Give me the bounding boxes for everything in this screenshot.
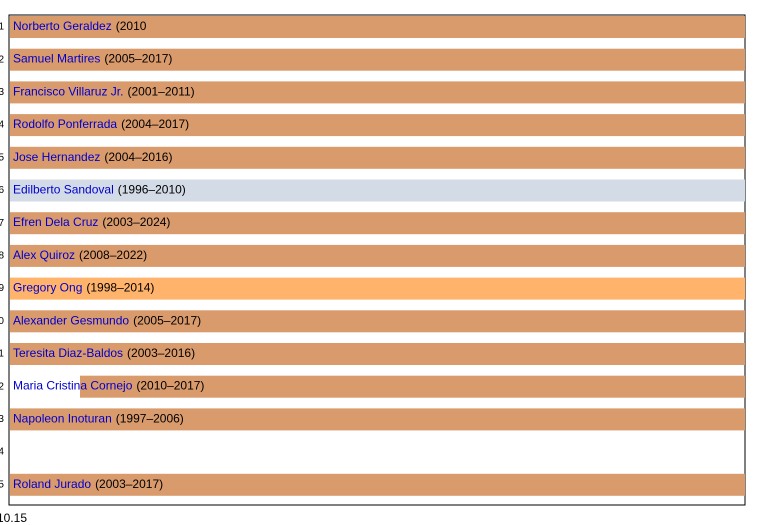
row-number: 8 xyxy=(0,251,4,262)
row-number: 15 xyxy=(0,479,4,490)
row-number: 9 xyxy=(0,283,4,294)
bar xyxy=(10,473,745,496)
name-link[interactable]: Rodolfo Ponferrada xyxy=(13,117,117,131)
name-link[interactable]: Edilberto Sandoval xyxy=(13,183,114,197)
years: (2005–2017) xyxy=(133,313,201,327)
row-label: Jose Hernandez (2004–2016) xyxy=(13,150,172,164)
row-label: Alex Quiroz (2008–2022) xyxy=(13,248,147,262)
name-link[interactable]: Alex Quiroz xyxy=(13,248,75,262)
bar xyxy=(10,179,745,202)
row-label: Efren Dela Cruz (2003–2024) xyxy=(13,215,170,229)
name-link[interactable]: Samuel Martires xyxy=(13,52,100,66)
years: (2003–2017) xyxy=(95,477,163,491)
years: (2004–2016) xyxy=(104,150,172,164)
row-label: Francisco Villaruz Jr. (2001–2011) xyxy=(13,85,195,99)
name-link[interactable]: Francisco Villaruz Jr. xyxy=(13,85,123,99)
years: (2003–2016) xyxy=(127,346,195,360)
years: (2005–2017) xyxy=(104,52,172,66)
bar xyxy=(10,408,745,431)
bar xyxy=(10,244,745,267)
bar xyxy=(10,343,745,365)
row-number: 12 xyxy=(0,381,4,392)
row-number: 11 xyxy=(0,349,4,360)
name-link[interactable]: Alexander Gesmundo xyxy=(13,313,129,327)
name-link[interactable]: Roland Jurado xyxy=(13,477,91,491)
row-number: 13 xyxy=(0,414,4,425)
row-number: 5 xyxy=(0,152,4,163)
row-number: 1 xyxy=(0,22,4,33)
row-label: Gregory Ong (1998–2014) xyxy=(13,281,154,295)
name-link[interactable]: Efren Dela Cruz xyxy=(13,215,98,229)
row-label: Norberto Geraldez (2010 xyxy=(13,19,147,33)
bar xyxy=(10,146,745,169)
row-label: Edilberto Sandoval (1996–2010) xyxy=(13,183,186,197)
years: (2003–2024) xyxy=(102,215,170,229)
years: (1997–2006) xyxy=(116,412,184,426)
row-label: Roland Jurado (2003–2017) xyxy=(13,477,163,491)
bar xyxy=(10,310,745,333)
row-number: 3 xyxy=(0,87,4,98)
bar xyxy=(10,114,745,137)
years: (2004–2017) xyxy=(121,117,189,131)
years: (2008–2022) xyxy=(79,248,147,262)
row-number: 6 xyxy=(0,185,4,196)
years: (1996–2010) xyxy=(118,183,186,197)
row-number: 14 xyxy=(0,447,4,458)
years: (1998–2014) xyxy=(86,281,154,295)
bar xyxy=(10,277,745,300)
name-link[interactable]: Gregory Ong xyxy=(13,281,82,295)
row-label: Samuel Martires (2005–2017) xyxy=(13,52,172,66)
name-link[interactable]: Maria Cristina Cornejo xyxy=(13,379,133,393)
row-number: 7 xyxy=(0,218,4,229)
row-label: Alexander Gesmundo (2005–2017) xyxy=(13,313,201,327)
bar xyxy=(10,81,745,104)
bar xyxy=(10,212,745,235)
row-label: Napoleon Inoturan (1997–2006) xyxy=(13,412,184,426)
years: (2010–2017) xyxy=(136,379,204,393)
bar xyxy=(10,48,745,71)
row-label: Maria Cristina Cornejo (2010–2017) xyxy=(13,379,204,393)
name-link[interactable]: Jose Hernandez xyxy=(13,150,100,164)
name-link[interactable]: Napoleon Inoturan xyxy=(13,412,112,426)
row-number: 10 xyxy=(0,316,4,327)
name-link[interactable]: Teresita Diaz-Baldos xyxy=(13,346,123,360)
row-label: Rodolfo Ponferrada (2004–2017) xyxy=(13,117,189,131)
row-label: Teresita Diaz-Baldos (2003–2016) xyxy=(13,346,195,360)
years: (2010 xyxy=(116,19,147,33)
years: (2001–2011) xyxy=(127,85,194,99)
row-number: 2 xyxy=(0,54,4,65)
bar xyxy=(80,375,745,398)
axis-label: 2010.15 xyxy=(0,511,27,525)
row-number: 4 xyxy=(0,120,4,131)
bar xyxy=(10,16,745,38)
name-link[interactable]: Norberto Geraldez xyxy=(13,19,112,33)
